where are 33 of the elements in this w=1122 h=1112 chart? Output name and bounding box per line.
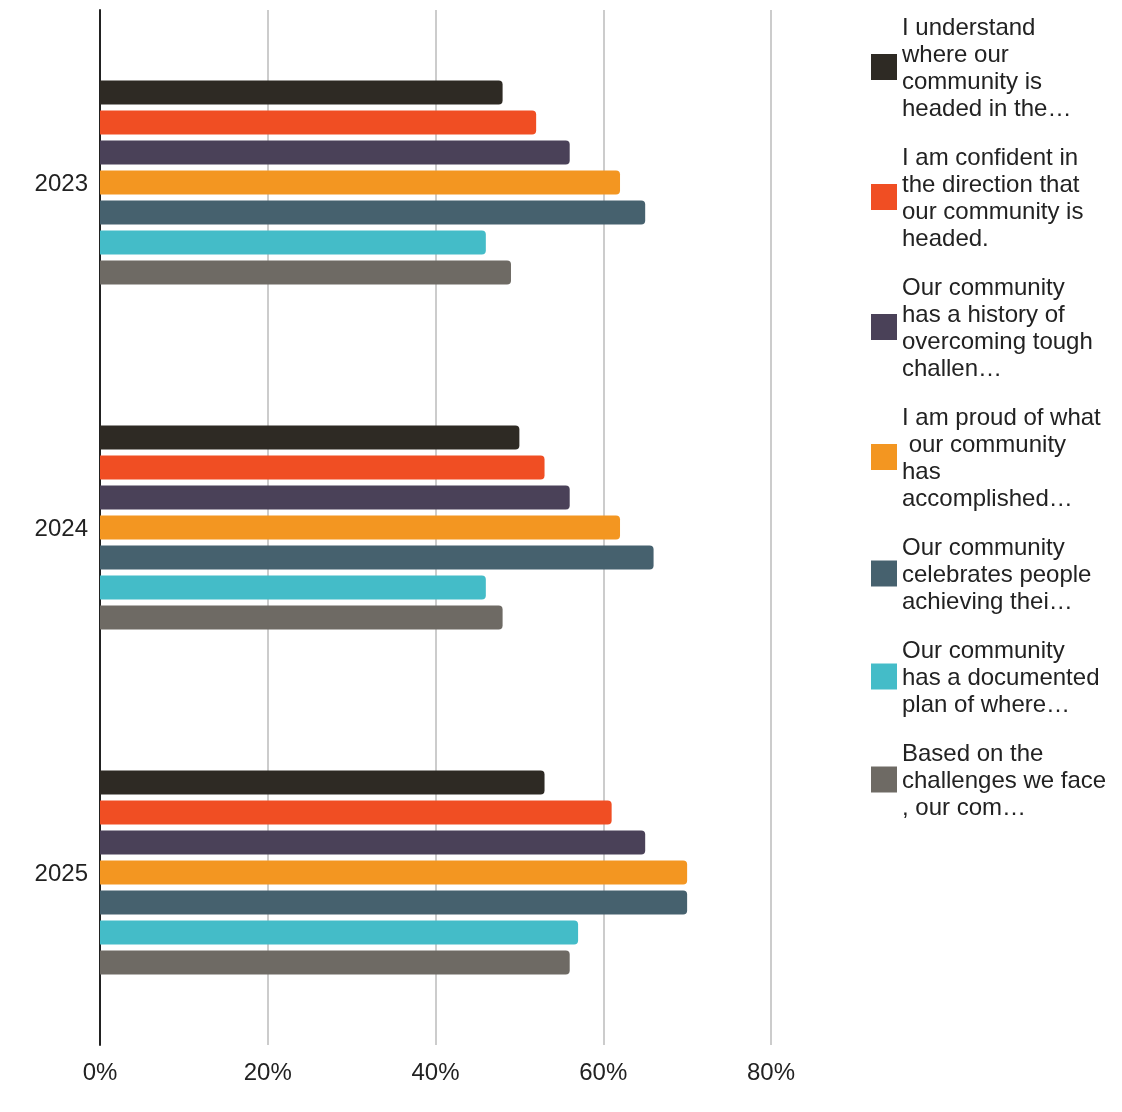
bar <box>100 260 511 285</box>
bar <box>100 800 612 825</box>
x-tick-label: 80% <box>746 1057 796 1085</box>
bar <box>100 485 570 510</box>
bar <box>100 110 537 135</box>
bar <box>100 860 688 885</box>
legend-label: I am proud of what our community has accomplished… <box>902 403 1102 511</box>
x-tick-label: 0% <box>82 1057 118 1085</box>
y-tick-label: 2023 <box>34 169 88 196</box>
bar <box>100 890 688 915</box>
bar <box>100 545 654 570</box>
bar <box>100 920 579 945</box>
bar <box>100 950 570 975</box>
legend-label: I understand where our community is headed in the… <box>901 13 1072 121</box>
x-tick-label: 60% <box>579 1057 628 1085</box>
bar <box>100 230 486 255</box>
bar <box>100 170 621 195</box>
bar <box>100 455 545 480</box>
bar <box>100 830 646 855</box>
bar <box>100 200 646 225</box>
bar <box>100 140 570 165</box>
bar <box>100 605 503 630</box>
legend-label: Our community has a history of overcoming tough challen… <box>902 273 1100 381</box>
bar <box>100 515 621 540</box>
y-tick-label: 2025 <box>34 859 88 886</box>
x-tick-label: 40% <box>411 1057 460 1085</box>
legend-label: Our community has a documented plan of where… <box>902 636 1107 717</box>
legend-label: Based on the challenges we face, our com… <box>902 739 1107 820</box>
y-tick-label: 2024 <box>34 514 88 541</box>
bar <box>100 575 486 600</box>
legend-label: Our community celebrates people achieving thei… <box>902 533 1099 614</box>
legend-label: I am confident in the direction that our community is headed. <box>902 143 1091 251</box>
x-tick-label: 20% <box>243 1057 292 1085</box>
